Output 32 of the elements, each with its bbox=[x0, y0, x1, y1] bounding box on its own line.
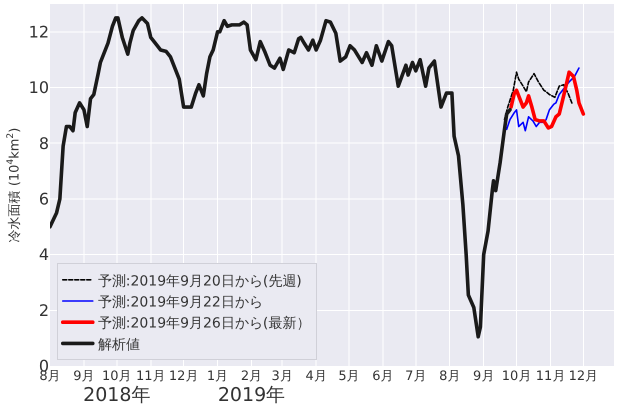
x-tick-label: 12月 bbox=[168, 369, 198, 384]
x-tick-label: 1月 bbox=[206, 369, 228, 384]
y-tick-label: 12 bbox=[28, 22, 49, 42]
legend-label: 予測:2019年9月22日から bbox=[98, 294, 263, 310]
x-tick-label: 11月 bbox=[136, 369, 166, 384]
x-tick-label: 9月 bbox=[473, 369, 494, 384]
x-tick-label: 7月 bbox=[405, 369, 426, 384]
x-tick-label: 8月 bbox=[439, 369, 460, 384]
line-series bbox=[504, 71, 574, 120]
x-tick-label: 10月 bbox=[102, 369, 132, 384]
legend-label: 予測:2019年9月20日から(先週) bbox=[98, 273, 302, 290]
x-tick-label: 5月 bbox=[338, 369, 360, 384]
line-series bbox=[506, 67, 580, 132]
y-tick-label: 2 bbox=[38, 300, 49, 320]
x-tick-label: 12月 bbox=[568, 369, 598, 384]
line-series bbox=[50, 16, 512, 339]
y-tick-label: 4 bbox=[38, 245, 49, 264]
x-tick-label: 10月 bbox=[502, 369, 532, 384]
line-series bbox=[509, 70, 586, 130]
x-tick-label: 11月 bbox=[536, 369, 566, 384]
y-tick-label: 10 bbox=[28, 78, 49, 98]
y-tick-label: 6 bbox=[38, 190, 49, 209]
x-tick-label: 3月 bbox=[272, 369, 293, 384]
x-tick-label: 9月 bbox=[73, 369, 95, 384]
x2-tick-label: 2019年 bbox=[218, 384, 286, 406]
legend-label: 予測:2019年9月26日から(最新） bbox=[98, 316, 310, 332]
x-tick-label: 2月 bbox=[240, 369, 262, 384]
y-tick-label: 8 bbox=[38, 134, 49, 153]
x-tick-label: 6月 bbox=[372, 369, 394, 384]
x2-tick-label: 2018年 bbox=[83, 384, 150, 406]
legend-label: 解析値 bbox=[98, 336, 140, 353]
x-tick-label: 4月 bbox=[305, 369, 327, 384]
